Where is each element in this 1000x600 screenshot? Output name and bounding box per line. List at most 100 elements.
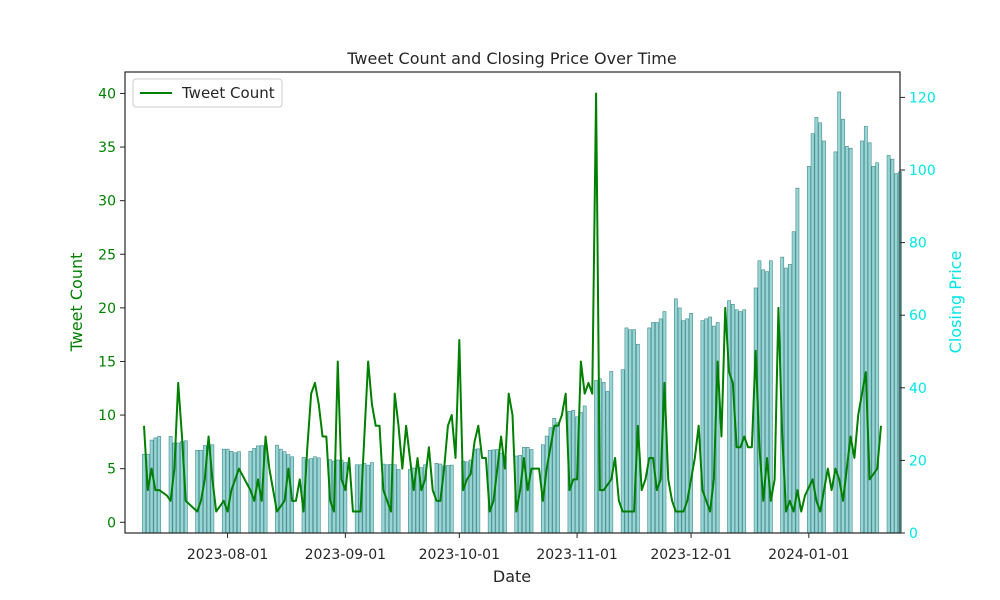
- closing-price-bar: [142, 453, 146, 534]
- x-tick-label: 2024-01-01: [768, 547, 849, 563]
- closing-price-bar: [689, 313, 693, 534]
- closing-price-bar: [601, 382, 606, 534]
- right-y-axis-label: Closing Price: [946, 251, 965, 354]
- closing-price-bar: [499, 452, 503, 534]
- closing-price-bar: [894, 173, 899, 534]
- closing-price-bar: [822, 140, 826, 534]
- closing-price-bar: [624, 327, 629, 534]
- closing-price-bar: [309, 458, 314, 534]
- closing-price-bar: [700, 320, 705, 534]
- closing-price-bar: [795, 187, 800, 534]
- plot-frame: [124, 71, 901, 534]
- x-axis: 2023-08-01 2023-09-01 2023-10-01 2023-11-01…: [187, 533, 850, 563]
- closing-price-bar: [730, 304, 735, 534]
- closing-price-bar: [715, 322, 720, 534]
- closing-price-bar: [651, 322, 655, 534]
- closing-price-bar: [392, 464, 397, 534]
- closing-price-bar: [316, 457, 321, 534]
- left-y-tick-label: 35: [98, 140, 116, 156]
- legend: Tweet Count: [132, 78, 283, 108]
- closing-price-bar: [673, 298, 678, 534]
- closing-price-bar: [465, 461, 469, 534]
- closing-price-bar: [476, 448, 481, 534]
- closing-price-bar: [594, 380, 598, 534]
- x-tick-label: 2023-12-01: [650, 547, 731, 563]
- legend-box: [132, 78, 283, 108]
- closing-price-bar: [195, 449, 200, 534]
- left-y-axis-label: Tweet Count: [67, 253, 86, 353]
- closing-price-bar: [354, 464, 359, 534]
- closing-price-bar: [886, 155, 891, 534]
- closing-price-bar: [647, 327, 652, 534]
- x-tick-label: 2023-09-01: [305, 547, 386, 563]
- closing-price-bar: [335, 459, 340, 534]
- closing-price-bar: [176, 442, 181, 534]
- closing-price-bar: [221, 448, 226, 534]
- closing-price-bar: [628, 329, 633, 534]
- x-tick-label: 2023-10-01: [419, 547, 500, 563]
- closing-price-bar: [579, 412, 583, 534]
- closing-price-bar: [871, 166, 876, 534]
- left-y-tick-label: 25: [98, 247, 116, 263]
- closing-price-bar: [848, 147, 853, 534]
- closing-price-bar: [837, 91, 842, 534]
- closing-price-bar: [556, 422, 560, 534]
- closing-price-bar: [890, 158, 895, 534]
- tweet-count-line: [143, 92, 882, 513]
- right-y-tick-label: 60: [909, 308, 927, 324]
- left-y-tick-label: 20: [98, 301, 116, 317]
- closing-price-bar: [472, 448, 477, 534]
- closing-price-bar: [677, 307, 682, 534]
- closing-price-bar: [814, 117, 819, 534]
- closing-price-bar: [791, 231, 796, 534]
- left-y-tick-label: 0: [107, 515, 116, 531]
- right-y-tick-label: 40: [909, 381, 927, 397]
- right-y-tick-label: 0: [909, 526, 918, 542]
- x-axis-label: Date: [493, 567, 531, 586]
- x-tick-label: 2023-08-01: [187, 547, 268, 563]
- closing-price-bar: [863, 126, 868, 534]
- closing-price-bar: [738, 311, 743, 534]
- closing-price-bar: [765, 271, 769, 534]
- closing-price-bar: [875, 162, 880, 534]
- left-y-tick-label: 15: [98, 354, 116, 370]
- closing-price-bar: [149, 439, 154, 534]
- closing-price-bar: [446, 465, 450, 534]
- closing-price-bar: [609, 371, 614, 534]
- left-y-tick-label: 5: [107, 462, 116, 478]
- closing-price-bar: [449, 464, 454, 534]
- closing-price-bar: [727, 300, 731, 534]
- closing-price-bar: [655, 322, 659, 534]
- right-y-tick-label: 100: [909, 163, 936, 179]
- closing-price-bar: [810, 133, 815, 534]
- closing-price-bar: [370, 462, 374, 534]
- closing-price-bar: [157, 436, 162, 534]
- left-y-tick-label: 10: [98, 408, 116, 424]
- closing-price-bar: [681, 320, 686, 534]
- closing-price-bar: [278, 448, 283, 534]
- closing-price-bar: [313, 456, 317, 534]
- closing-price-bar: [753, 287, 758, 534]
- chart-title: Tweet Count and Closing Price Over Time: [346, 49, 676, 68]
- closing-price-bar: [605, 391, 610, 534]
- closing-price-bar: [366, 464, 370, 534]
- closing-price-bar: [658, 318, 663, 534]
- closing-price-bar: [818, 122, 823, 534]
- closing-price-bar: [860, 140, 864, 534]
- left-y-tick-label: 40: [98, 86, 116, 102]
- closing-price-bar: [787, 264, 792, 534]
- closing-price-bar: [742, 309, 747, 534]
- legend-label-tweet-count: Tweet Count: [181, 84, 275, 102]
- closing-price-bar: [408, 469, 412, 534]
- right-y-axis: 0 20 40 60 80 100 120: [900, 90, 936, 542]
- closing-price-bar: [806, 166, 811, 534]
- left-y-axis: 0 5 10 15 20 25 30 35 40: [98, 86, 125, 531]
- right-y-tick-label: 120: [909, 90, 936, 106]
- closing-price-bar: [225, 448, 230, 534]
- closing-price-bar: [286, 454, 291, 534]
- closing-price-bar: [582, 405, 587, 534]
- closing-price-bar: [237, 451, 241, 534]
- left-y-tick-label: 30: [98, 194, 116, 210]
- tweet-count-line-layer: [143, 92, 882, 513]
